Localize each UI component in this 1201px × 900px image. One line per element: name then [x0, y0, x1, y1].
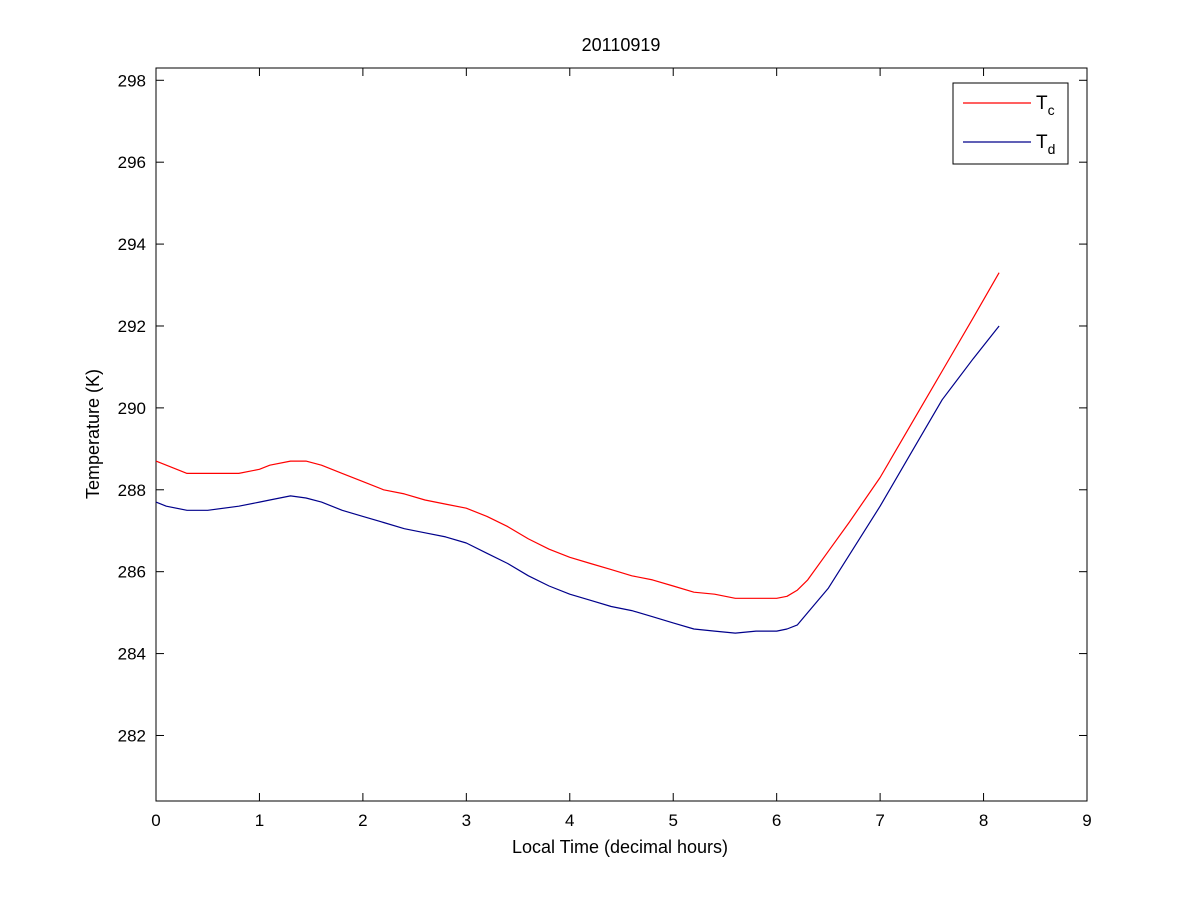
x-tick-label: 9: [1082, 811, 1091, 830]
x-tick-label: 1: [255, 811, 264, 830]
series-line-tc: [155, 272, 1000, 599]
x-tick-label: 7: [875, 811, 884, 830]
x-tick-label: 2: [358, 811, 367, 830]
series-line-td: [155, 325, 1000, 634]
legend-box: [952, 82, 1069, 165]
x-axis-label: Local Time (decimal hours): [512, 837, 728, 857]
y-tick-label: 290: [118, 399, 146, 418]
series-layer: [155, 272, 1000, 634]
y-tick-label: 286: [118, 563, 146, 582]
x-tick-label: 8: [979, 811, 988, 830]
y-axis: 282 284 286 288 290 292 294 296 298: [118, 71, 1087, 745]
y-tick-label: 292: [118, 317, 146, 336]
plot-area: [155, 67, 1088, 802]
x-tick-label: 3: [462, 811, 471, 830]
x-axis: 0 1 2 3 4 5 6 7 8 9: [151, 68, 1092, 830]
y-tick-label: 294: [118, 235, 146, 254]
y-tick-label: 282: [118, 726, 146, 745]
y-tick-label: 296: [118, 153, 146, 172]
y-tick-label: 298: [118, 71, 146, 90]
legend-label-subscript: c: [1048, 102, 1055, 118]
legend-label-subscript: d: [1048, 141, 1056, 157]
x-tick-label: 5: [668, 811, 677, 830]
x-tick-label: 6: [772, 811, 781, 830]
y-tick-label: 284: [118, 645, 146, 664]
y-tick-label: 288: [118, 481, 146, 500]
y-axis-label: Temperature (K): [83, 369, 103, 499]
chart-title: 20110919: [582, 35, 661, 55]
x-tick-label: 4: [565, 811, 574, 830]
x-tick-label: 0: [151, 811, 160, 830]
